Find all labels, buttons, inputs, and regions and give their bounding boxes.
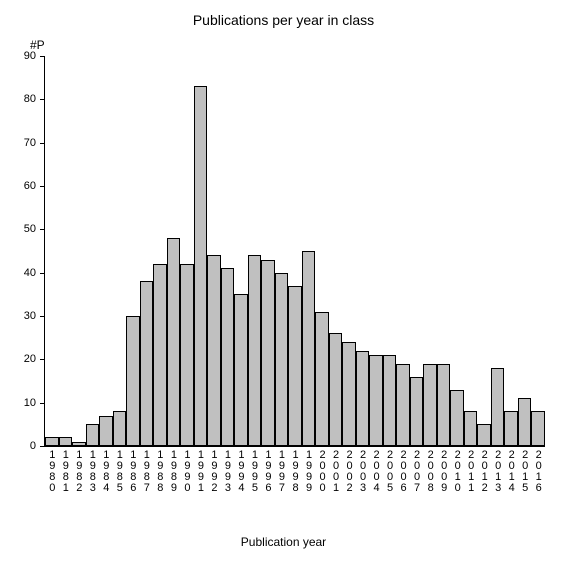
- bar: [491, 368, 505, 446]
- ytick-label: 70: [6, 137, 36, 149]
- bar: [329, 333, 343, 446]
- bar: [477, 424, 491, 446]
- bar: [113, 411, 127, 446]
- ytick-mark: [40, 143, 45, 144]
- xtick-label: 1 9 8 8: [155, 450, 166, 494]
- ytick-mark: [40, 186, 45, 187]
- bar: [59, 437, 73, 446]
- bar: [248, 255, 262, 446]
- ytick-label: 20: [6, 353, 36, 365]
- xtick-label: 1 9 9 6: [263, 450, 274, 494]
- xtick-label: 2 0 0 8: [425, 450, 436, 494]
- ytick-mark: [40, 446, 45, 447]
- ytick-label: 40: [6, 267, 36, 279]
- bar: [315, 312, 329, 446]
- xtick-label: 1 9 8 2: [74, 450, 85, 494]
- bar: [302, 251, 316, 446]
- xtick-label: 1 9 8 6: [128, 450, 139, 494]
- xtick-label: 1 9 8 4: [101, 450, 112, 494]
- xtick-label: 1 9 9 5: [249, 450, 260, 494]
- ytick-label: 50: [6, 223, 36, 235]
- xtick-label: 1 9 8 0: [47, 450, 58, 494]
- bar: [410, 377, 424, 446]
- bar: [423, 364, 437, 446]
- xtick-label: 1 9 9 0: [182, 450, 193, 494]
- bar: [207, 255, 221, 446]
- bar: [167, 238, 181, 446]
- xtick-label: 1 9 9 2: [209, 450, 220, 494]
- ytick-label: 80: [6, 93, 36, 105]
- xtick-label: 1 9 8 3: [87, 450, 98, 494]
- bar: [383, 355, 397, 446]
- xtick-label: 2 0 0 1: [331, 450, 342, 494]
- xtick-label: 2 0 0 5: [385, 450, 396, 494]
- ytick-mark: [40, 316, 45, 317]
- plot-area: 1 9 8 01 9 8 11 9 8 21 9 8 31 9 8 41 9 8…: [44, 56, 545, 447]
- bar: [275, 273, 289, 446]
- xtick-label: 1 9 9 7: [276, 450, 287, 494]
- bar: [45, 437, 59, 446]
- ytick-mark: [40, 273, 45, 274]
- ytick-label: 10: [6, 397, 36, 409]
- bar: [153, 264, 167, 446]
- xtick-label: 1 9 9 9: [304, 450, 315, 494]
- xtick-label: 2 0 1 2: [479, 450, 490, 494]
- xtick-label: 1 9 8 7: [141, 450, 152, 494]
- bar: [396, 364, 410, 446]
- xtick-label: 1 9 8 9: [168, 450, 179, 494]
- ytick-mark: [40, 56, 45, 57]
- bar: [234, 294, 248, 446]
- bar: [72, 442, 86, 446]
- bar: [356, 351, 370, 446]
- ytick-label: 90: [6, 50, 36, 62]
- bar: [126, 316, 140, 446]
- bar: [99, 416, 113, 446]
- xtick-label: 2 0 1 0: [452, 450, 463, 494]
- bar: [504, 411, 518, 446]
- ytick-label: 60: [6, 180, 36, 192]
- xtick-label: 2 0 1 6: [533, 450, 544, 494]
- ytick-mark: [40, 359, 45, 360]
- bar: [194, 86, 208, 446]
- xtick-label: 1 9 9 8: [290, 450, 301, 494]
- ytick-label: 30: [6, 310, 36, 322]
- xtick-label: 2 0 0 3: [358, 450, 369, 494]
- bar: [464, 411, 478, 446]
- x-axis-label: Publication year: [0, 535, 567, 549]
- xtick-label: 2 0 0 4: [371, 450, 382, 494]
- chart-title: Publications per year in class: [0, 12, 567, 28]
- bar: [261, 260, 275, 446]
- xtick-label: 1 9 9 1: [195, 450, 206, 494]
- xtick-label: 2 0 1 5: [520, 450, 531, 494]
- bar: [437, 364, 451, 446]
- xtick-label: 1 9 8 1: [60, 450, 71, 494]
- xtick-label: 2 0 0 2: [344, 450, 355, 494]
- xtick-label: 2 0 0 7: [412, 450, 423, 494]
- xtick-label: 2 0 1 1: [466, 450, 477, 494]
- xtick-label: 2 0 0 6: [398, 450, 409, 494]
- bar: [531, 411, 545, 446]
- ytick-mark: [40, 229, 45, 230]
- bar: [140, 281, 154, 446]
- xtick-label: 2 0 1 4: [506, 450, 517, 494]
- xtick-label: 1 9 9 4: [236, 450, 247, 494]
- chart-container: Publications per year in class #P 1 9 8 …: [0, 0, 567, 567]
- bar: [342, 342, 356, 446]
- xtick-label: 2 0 0 9: [439, 450, 450, 494]
- xtick-label: 1 9 9 3: [222, 450, 233, 494]
- bar: [221, 268, 235, 446]
- bar: [86, 424, 100, 446]
- bar: [180, 264, 194, 446]
- bar: [369, 355, 383, 446]
- ytick-mark: [40, 403, 45, 404]
- ytick-mark: [40, 99, 45, 100]
- xtick-label: 2 0 1 3: [493, 450, 504, 494]
- xtick-label: 1 9 8 5: [114, 450, 125, 494]
- bar: [450, 390, 464, 446]
- bar: [518, 398, 532, 446]
- xtick-label: 2 0 0 0: [317, 450, 328, 494]
- bar: [288, 286, 302, 446]
- ytick-label: 0: [6, 440, 36, 452]
